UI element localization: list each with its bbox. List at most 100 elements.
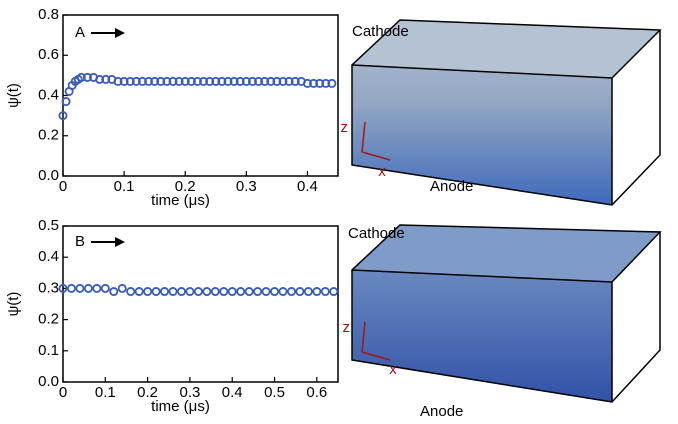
x-tick-label: 0.3 <box>179 384 200 401</box>
data-point <box>137 76 147 86</box>
y-tick-label: 0.0 <box>38 373 59 390</box>
x-tick-label: 0.4 <box>222 384 243 401</box>
y-tick-label: 0.3 <box>38 279 59 296</box>
arrow-head <box>115 237 125 247</box>
arrow-head <box>115 28 125 38</box>
electrode-label: Cathode <box>348 225 405 242</box>
y-tick-label: 0.2 <box>38 127 59 144</box>
x-tick-label: 0.6 <box>306 384 327 401</box>
data-point <box>247 76 257 86</box>
data-point <box>205 76 215 86</box>
y-axis-label: ψ(t) <box>5 83 22 108</box>
axis-annotation: z <box>341 119 349 136</box>
data-point <box>261 287 271 297</box>
data-point <box>327 78 337 88</box>
data-point <box>151 287 161 297</box>
data-point <box>143 287 153 297</box>
data-point <box>82 72 92 82</box>
x-axis-label: time (μs) <box>151 192 210 209</box>
data-point <box>303 287 313 297</box>
data-point <box>168 76 178 86</box>
z-axis-line <box>361 121 366 153</box>
y-tick-label: 0.8 <box>38 6 59 23</box>
data-point <box>229 76 239 86</box>
data-point <box>160 287 170 297</box>
data-point <box>320 287 330 297</box>
render-b <box>351 224 662 403</box>
data-point <box>75 283 85 293</box>
electrode-label: Cathode <box>352 23 409 40</box>
data-point <box>235 76 245 86</box>
data-point <box>217 76 227 86</box>
data-point <box>278 76 288 86</box>
x-axis-label: time (μs) <box>151 398 210 415</box>
data-point <box>134 287 144 297</box>
data-point <box>76 72 86 82</box>
data-point <box>315 78 325 88</box>
x-tick-label: 0.4 <box>297 178 318 195</box>
x-axis-line <box>361 351 391 361</box>
data-point <box>100 283 110 293</box>
data-point <box>211 76 221 86</box>
panel-label: A <box>75 24 85 41</box>
data-point <box>309 78 319 88</box>
x-axis-line <box>361 151 391 161</box>
panel-label: B <box>75 233 85 250</box>
z-axis-line <box>361 321 366 353</box>
x-tick-label: 0.2 <box>137 384 158 401</box>
data-point <box>119 76 129 86</box>
data-point <box>329 287 339 297</box>
data-point <box>295 287 305 297</box>
data-point <box>150 76 160 86</box>
x-tick-label: 0 <box>59 384 67 401</box>
render-a <box>351 19 662 206</box>
data-point <box>185 287 195 297</box>
x-tick-label: 0.3 <box>236 178 257 195</box>
data-point <box>193 287 203 297</box>
data-point <box>125 76 135 86</box>
data-point <box>156 76 166 86</box>
data-point <box>202 287 212 297</box>
y-tick-label: 0.0 <box>38 167 59 184</box>
axis-annotation: z <box>343 319 351 336</box>
y-tick-label: 0.4 <box>38 86 59 103</box>
data-point <box>186 76 196 86</box>
data-point <box>126 287 136 297</box>
plot-frame <box>62 225 339 383</box>
data-point <box>244 287 254 297</box>
data-point <box>58 283 68 293</box>
axis-annotation: x <box>389 361 397 378</box>
data-point <box>266 76 276 86</box>
data-point <box>286 287 296 297</box>
y-tick-label: 0.4 <box>38 248 59 265</box>
data-point <box>168 287 178 297</box>
data-point <box>278 287 288 297</box>
data-point <box>66 283 76 293</box>
data-point <box>253 287 263 297</box>
data-point <box>131 76 141 86</box>
x-tick-label: 0.2 <box>175 178 196 195</box>
data-point <box>241 76 251 86</box>
data-point <box>144 76 154 86</box>
data-point <box>236 287 246 297</box>
y-axis-label: ψ(t) <box>5 292 22 317</box>
data-point <box>284 76 294 86</box>
x-tick-label: 0.5 <box>264 384 285 401</box>
y-tick-label: 0.6 <box>38 46 59 63</box>
data-point <box>321 78 331 88</box>
y-tick-label: 0.1 <box>38 342 59 359</box>
data-point <box>176 287 186 297</box>
data-point <box>219 287 229 297</box>
data-point <box>113 76 123 86</box>
data-point <box>174 76 184 86</box>
data-point <box>83 283 93 293</box>
data-point <box>180 76 190 86</box>
data-point <box>272 76 282 86</box>
data-point <box>227 287 237 297</box>
data-point <box>290 76 300 86</box>
data-point <box>199 76 209 86</box>
electrode-label: Anode <box>420 403 463 420</box>
data-point <box>302 78 312 88</box>
data-point <box>109 287 119 297</box>
y-tick-label: 0.5 <box>38 217 59 234</box>
